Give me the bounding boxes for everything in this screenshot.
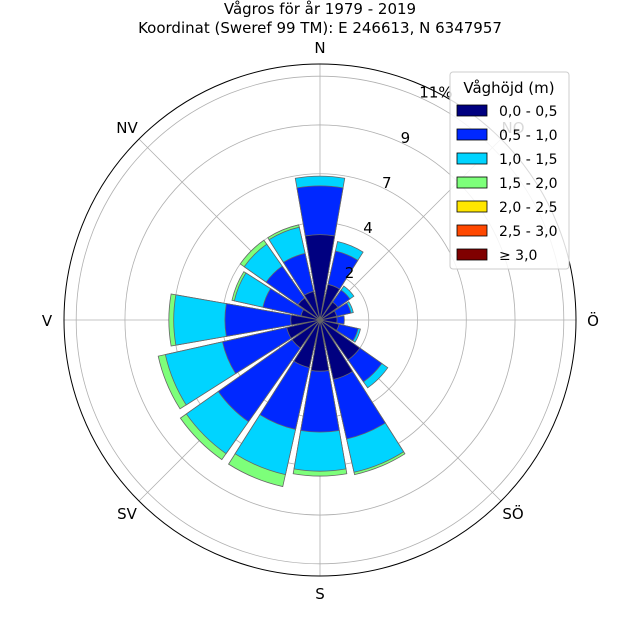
bar-sector-12-bin-0 xyxy=(290,314,321,326)
rose-bars xyxy=(157,175,406,488)
legend-label-0: 0,0 - 0,5 xyxy=(499,104,557,120)
legend-label-4: 2,0 - 2,5 xyxy=(499,200,557,216)
bar-sector-9-bin-0 xyxy=(293,319,321,369)
bar-sector-0-bin-0 xyxy=(304,234,336,321)
legend-swatch-6 xyxy=(456,248,488,261)
direction-label-V: V xyxy=(42,312,53,330)
legend-swatch-0 xyxy=(456,104,488,117)
legend-label-5: 2,5 - 3,0 xyxy=(499,224,557,240)
direction-label-Ö: Ö xyxy=(587,311,599,330)
legend-swatch-2 xyxy=(456,152,488,165)
bar-sector-10-bin-0 xyxy=(291,319,321,349)
chart-subtitle: Koordinat (Sweref 99 TM): E 246613, N 63… xyxy=(138,19,502,37)
radial-tick-label-1: 4 xyxy=(363,219,373,237)
direction-label-NV: NV xyxy=(116,119,138,137)
bar-sector-7-bin-0 xyxy=(319,319,354,380)
legend-label-2: 1,0 - 1,5 xyxy=(499,152,557,168)
radial-tick-label-0: 2 xyxy=(345,264,355,282)
bar-sector-8-bin-1 xyxy=(300,319,340,433)
radial-tick-label-3: 9 xyxy=(401,129,411,147)
direction-label-S: S xyxy=(315,585,325,603)
direction-label-SV: SV xyxy=(117,505,138,523)
bar-sector-4-bin-0 xyxy=(319,316,338,324)
direction-label-SÖ: SÖ xyxy=(502,504,523,523)
legend-label-3: 1,5 - 2,0 xyxy=(499,176,557,192)
legend-swatch-3 xyxy=(456,176,488,189)
bar-sector-6-bin-0 xyxy=(319,319,361,361)
legend-label-1: 0,5 - 1,0 xyxy=(499,128,557,144)
legend-swatch-4 xyxy=(456,200,488,213)
bar-sector-12-bin-1 xyxy=(224,303,321,337)
bar-sector-5-bin-0 xyxy=(319,319,340,332)
legend-frame xyxy=(449,71,570,270)
legend-label-6: ≥ 3,0 xyxy=(499,248,537,264)
legend: Våghöjd (m) 0,0 - 0,5 0,5 - 1,0 1,0 - 1,5 1… xyxy=(449,71,570,270)
bar-sector-15-bin-0 xyxy=(303,290,321,321)
radial-tick-label-4: 11% xyxy=(419,84,452,102)
bar-sector-13-bin-0 xyxy=(300,308,321,321)
bar-sector-1-bin-0 xyxy=(319,283,341,321)
legend-swatch-5 xyxy=(456,224,488,237)
bar-sector-14-bin-0 xyxy=(297,297,321,321)
legend-swatch-1 xyxy=(456,128,488,141)
bar-sector-11-bin-0 xyxy=(286,319,321,339)
chart-title: Vågros för år 1979 - 2019 xyxy=(224,0,416,18)
bar-sector-2-bin-0 xyxy=(319,301,339,321)
direction-label-N: N xyxy=(314,39,325,57)
legend-title: Våghöjd (m) xyxy=(463,79,554,97)
radial-tick-labels: 2 4 7 9 11% xyxy=(345,84,453,282)
radial-tick-label-2: 7 xyxy=(382,174,392,192)
bar-sector-3-bin-0 xyxy=(319,310,338,321)
outer-ring xyxy=(63,63,577,577)
bar-sector-10-bin-1 xyxy=(217,319,321,423)
bar-sector-8-bin-0 xyxy=(310,319,330,372)
